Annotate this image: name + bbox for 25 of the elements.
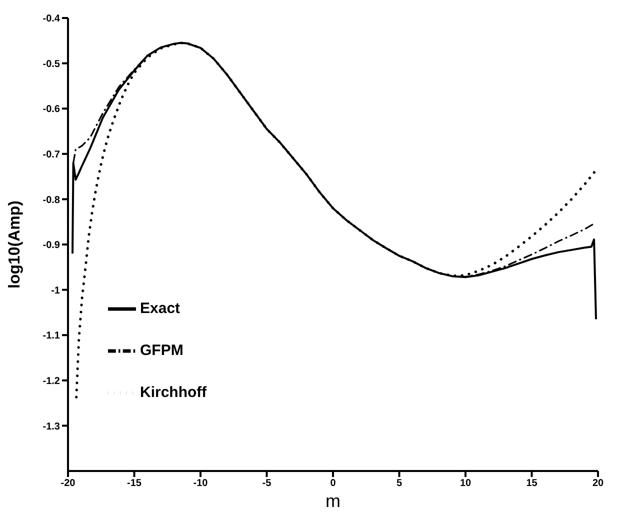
x-axis-title: m (326, 491, 340, 511)
y-tick-label: -0.9 (42, 240, 60, 252)
line-series (75, 42, 598, 398)
y-tick-label: -1 (51, 285, 60, 296)
x-tick-label: 5 (396, 478, 402, 490)
y-tick-label: -0.6 (42, 104, 60, 116)
x-tick-label: 0 (330, 478, 336, 490)
legend-label: Exact (140, 300, 180, 317)
y-tick-label: -1.2 (42, 376, 60, 387)
x-tick-label: -5 (262, 478, 272, 490)
x-tick-label: -15 (127, 478, 142, 490)
y-tick-label: -0.8 (42, 194, 60, 206)
y-tick-label: -1.1 (42, 330, 60, 342)
x-tick-label: -10 (193, 478, 208, 490)
legend-label: GFPM (140, 342, 184, 359)
y-axis-title: log10(Amp) (6, 200, 24, 288)
y-tick-label: -0.7 (42, 149, 60, 160)
x-tick-label: -20 (60, 478, 76, 490)
x-tick-label: 10 (460, 478, 472, 490)
y-tick-label: -0.4 (42, 14, 60, 25)
legend-label: Kirchhoff (140, 384, 207, 401)
y-tick-label: -1.3 (42, 421, 60, 432)
x-tick-label: 20 (592, 478, 604, 490)
y-tick-label: -0.5 (42, 58, 60, 70)
x-tick-label: 15 (526, 478, 538, 490)
